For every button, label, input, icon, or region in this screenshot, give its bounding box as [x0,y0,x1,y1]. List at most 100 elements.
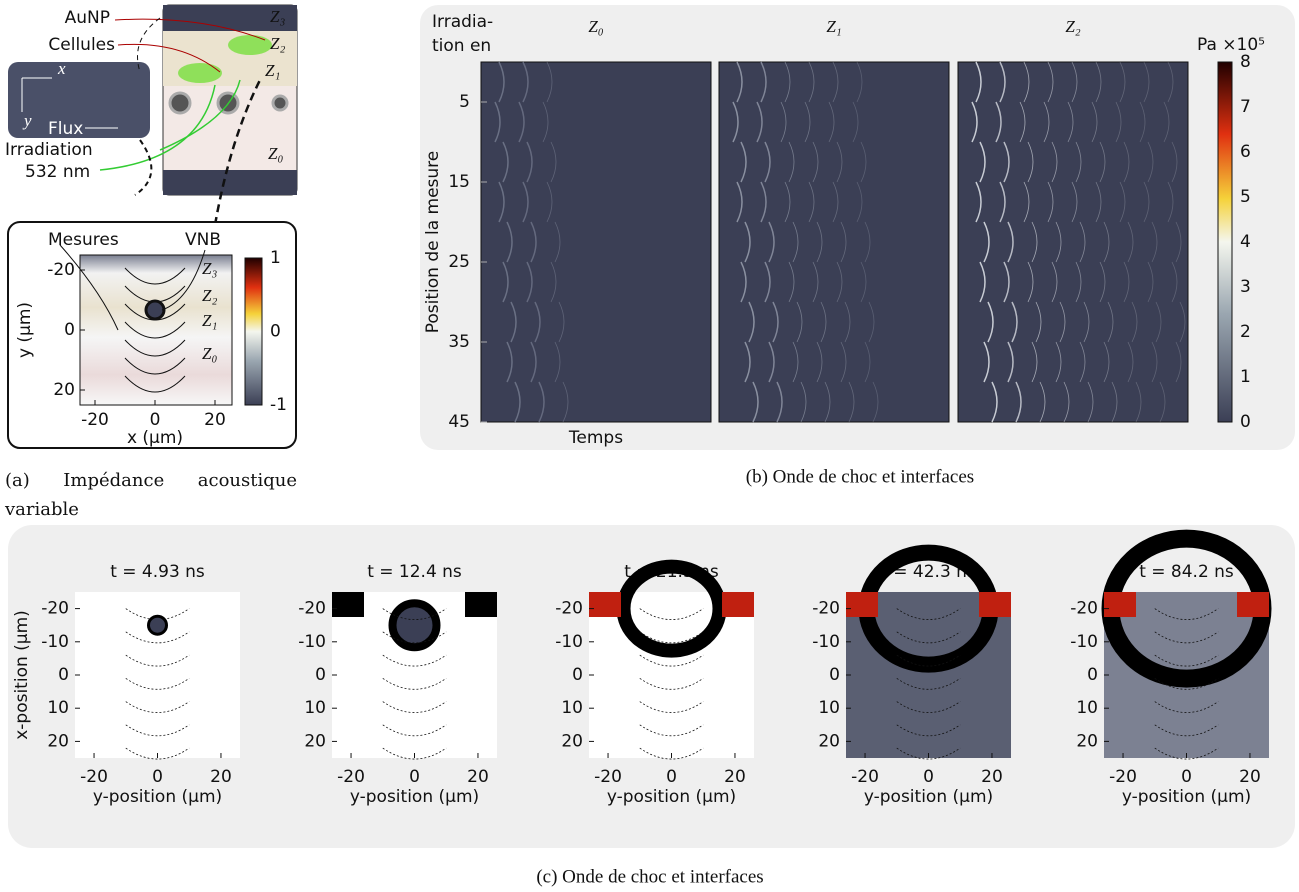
colorbar [244,257,263,406]
wave [999,61,1006,103]
wave [1127,221,1134,263]
wave [836,261,843,303]
axis-label: y-position (µm) [350,787,479,807]
wave [840,221,847,263]
wave [518,101,525,143]
wave [506,341,513,383]
wave [832,181,839,223]
axis-label: y (µm) [15,302,35,358]
axis-label: Temps [568,428,623,448]
pressure [1104,592,1136,617]
measure-arc [124,357,186,375]
x-tick-label: -20 [80,767,108,787]
measure-arc [639,724,704,737]
measure-arc [125,701,190,713]
measure-arc [896,654,961,667]
wave [856,181,863,223]
measure-arc [1154,608,1219,620]
wave [546,181,553,223]
measure-arc [896,631,961,644]
axis-label: y-position (µm) [93,787,222,807]
y-tick-label: -10 [555,632,583,652]
wave [534,301,541,343]
wave [1147,261,1154,303]
measure-arc [382,654,447,667]
colorbar-tick-label: 1 [270,248,281,268]
wave [792,221,799,263]
wave [744,341,751,383]
wave [1131,301,1138,343]
pressure [1237,592,1269,617]
colorbar [1217,61,1233,423]
wave [554,341,561,383]
wave [1099,261,1106,303]
plot-area [957,61,1189,423]
y-tick-label: 10 [561,698,583,718]
wave [760,61,767,103]
colorbar-tick-label: 1 [1240,367,1251,387]
zone-label: Z₃ [270,7,285,26]
wave [1095,61,1102,103]
shock-front [388,599,441,652]
wave [1175,341,1182,383]
wave [971,101,978,143]
measure-arc [124,375,186,393]
pressure [722,592,754,617]
wave [502,141,509,183]
wave [828,101,835,143]
colorbar-tick-label: 0 [1240,412,1251,432]
x-tick-label: 20 [467,767,489,787]
wave [788,141,795,183]
plot-area [589,592,754,758]
wave [498,181,505,223]
wave [1055,341,1062,383]
y-tick-label: 20 [53,380,75,400]
wave [872,381,879,423]
measure-arc [1154,701,1219,713]
wave [848,381,855,423]
measure-arc [896,608,961,620]
y-tick-label: 0 [572,665,583,685]
wave [1027,261,1034,303]
wave [1027,141,1034,183]
column-title: Z₁ [826,17,841,36]
wave [804,101,811,143]
y-tick-label: -20 [555,599,583,619]
x-tick-label: 20 [210,767,232,787]
label: AuNP [65,8,110,28]
wave [979,261,986,303]
wave [1127,341,1134,383]
wave [1047,181,1054,223]
x-tick-label: 20 [204,410,226,430]
y-tick-label: 25 [448,252,470,272]
wave [1151,221,1158,263]
wave [740,141,747,183]
measure-arc [125,654,190,667]
measure-arc [1154,677,1219,690]
wave [999,181,1006,223]
wave [1167,181,1174,223]
label: Flux [48,119,83,139]
measure-arc [639,747,704,760]
pointer [161,249,206,311]
colorbar-tick-label: 6 [1240,142,1251,162]
pressure [846,592,878,617]
measure-arc [639,677,704,690]
wave [562,381,569,423]
wave [784,61,791,103]
wave [1083,301,1090,343]
wave [526,261,533,303]
y-tick-label: 10 [1076,698,1098,718]
label: Mesures [48,230,119,250]
wave [975,61,982,103]
colorbar-tick-label: 5 [1240,187,1251,207]
wave [1055,221,1062,263]
measure-arc [125,677,190,690]
wave [1007,341,1014,383]
wave [1035,301,1042,343]
wave [736,61,743,103]
zone-label: Z₂ [270,34,285,53]
wave [792,341,799,383]
zone-label: Z₀ [202,344,217,363]
wave [1031,341,1038,383]
